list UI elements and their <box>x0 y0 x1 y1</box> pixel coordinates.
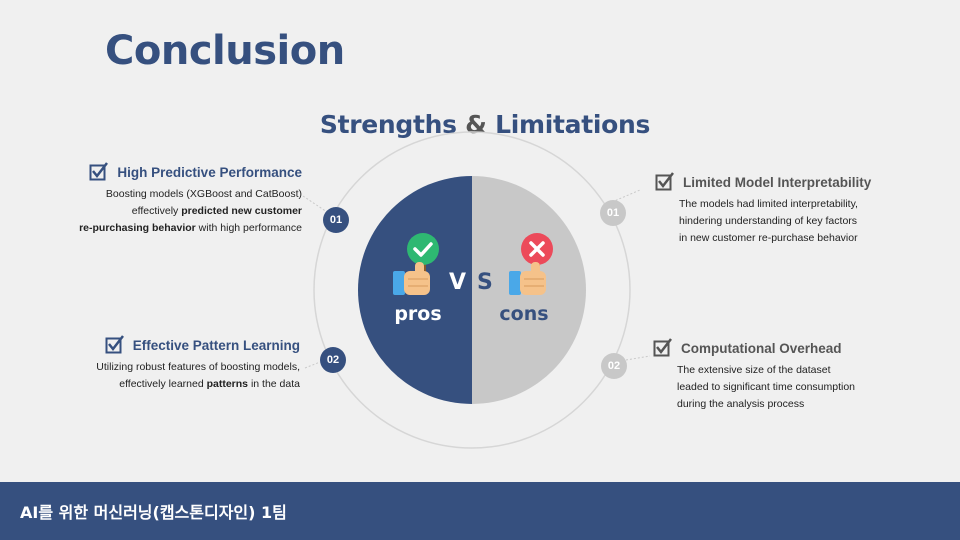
section-subtitle: Strengths & Limitations <box>0 110 960 139</box>
strength-2-description: Utilizing robust features of boosting mo… <box>60 359 300 393</box>
vs-letter-s: S <box>477 270 493 295</box>
strength-1-line-2: effectively predicted new customer <box>62 203 302 220</box>
strength-item-1: High Predictive Performance Boosting mod… <box>62 162 302 237</box>
strength-2-heading: Effective Pattern Learning <box>132 337 300 353</box>
connector-limitation-2 <box>625 355 651 361</box>
limitation-2-line-2: leaded to significant time consumption <box>677 381 856 393</box>
limitation-item-2: Computational Overhead The extensive siz… <box>653 338 903 413</box>
connector-strength-1 <box>302 195 331 215</box>
limitation-2-line-3: during the analysis process <box>677 398 805 410</box>
subtitle-limitations: Limitations <box>486 110 651 139</box>
strength-2-text-2: in the data <box>248 378 300 390</box>
strength-1-emphasis-2: re-purchasing behavior <box>79 222 196 234</box>
checkbox-check-icon <box>653 338 672 357</box>
slide-title: Conclusion <box>105 28 345 74</box>
limitation-2-line-1: The extensive size of the dataset <box>677 364 831 376</box>
thumbs-up-icon <box>509 262 546 295</box>
limitation-1-description: The models had limited interpretability,… <box>655 196 905 247</box>
team-name: AI를 위한 머신러닝(캡스톤디자인) 1팀 <box>20 503 287 522</box>
subtitle-strengths: Strengths <box>319 110 466 139</box>
strength-1-line-3: re-purchasing behavior with high perform… <box>62 220 302 237</box>
strength-1-number: 01 <box>323 207 349 233</box>
cons-label: cons <box>499 303 549 325</box>
limitation-1-number: 01 <box>600 200 626 226</box>
limitation-1-line-2: hindering understanding of key factors <box>679 215 858 227</box>
strength-1-text-2: with high performance <box>195 222 302 234</box>
strength-2-line-1: Utilizing robust features of boosting mo… <box>96 361 300 373</box>
vs-letter-v: V <box>449 270 467 295</box>
strength-2-line-2: effectively learned patterns in the data <box>60 376 300 393</box>
strength-2-emphasis: patterns <box>206 378 249 390</box>
limitation-1-heading: Limited Model Interpretability <box>683 174 872 190</box>
limitation-item-1: Limited Model Interpretability The model… <box>655 172 905 247</box>
strength-item-2: Effective Pattern Learning Utilizing rob… <box>60 335 300 393</box>
pros-label: pros <box>394 303 442 325</box>
limitation-1-line-1: The models had limited interpretability, <box>679 198 858 210</box>
strength-1-line-1: Boosting models (XGBoost and CatBoost) <box>105 188 302 200</box>
connector-strength-2 <box>304 361 321 369</box>
checkbox-check-icon <box>89 162 109 181</box>
footer-bar: AI를 위한 머신러닝(캡스톤디자인) 1팀 <box>0 482 960 540</box>
checkbox-check-icon <box>655 172 674 191</box>
strength-1-description: Boosting models (XGBoost and CatBoost) e… <box>62 186 302 237</box>
strength-1-emphasis: predicted new customer <box>181 205 302 217</box>
limitation-2-heading: Computational Overhead <box>681 340 842 356</box>
limitation-2-description: The extensive size of the dataset leaded… <box>653 362 903 413</box>
limitation-1-line-3: in new customer re-purchase behavior <box>679 232 858 244</box>
thumbs-up-icon <box>393 262 430 295</box>
strength-2-number: 02 <box>320 347 346 373</box>
strength-1-heading: High Predictive Performance <box>117 164 302 180</box>
strength-1-text: effectively <box>131 205 182 217</box>
limitation-2-number: 02 <box>601 353 627 379</box>
checkbox-check-icon <box>105 335 124 354</box>
outer-ring <box>313 131 631 449</box>
strength-2-text: effectively learned <box>119 378 207 390</box>
